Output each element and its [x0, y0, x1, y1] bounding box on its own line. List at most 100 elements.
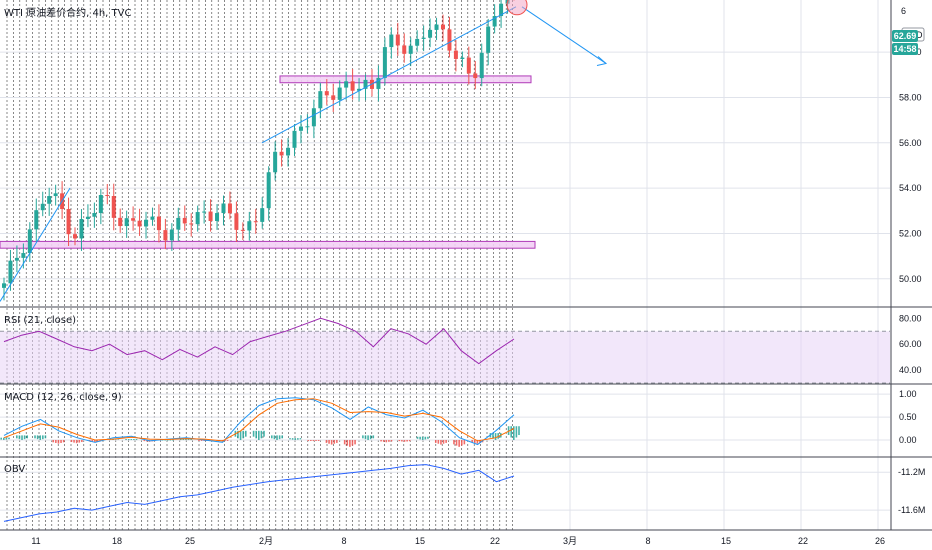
candle-body	[395, 34, 400, 46]
macd-histogram-bar	[39, 435, 42, 440]
macd-histogram-bar	[507, 426, 510, 436]
projection-arrow[interactable]	[521, 6, 607, 64]
candle-body	[73, 234, 78, 239]
macd-histogram-bar	[190, 439, 192, 441]
candle-body	[79, 218, 84, 239]
candle-body	[27, 229, 32, 254]
rising-trendline-lower[interactable]	[0, 187, 71, 302]
macd-histogram-bar	[515, 426, 518, 438]
rsi-pane[interactable]	[0, 317, 890, 384]
macd-tick-label: 0.50	[899, 412, 917, 422]
resistance-zone[interactable]	[279, 75, 532, 84]
macd-histogram-bar	[16, 435, 18, 439]
support-zone[interactable]	[0, 240, 536, 249]
macd-histogram-bar	[494, 433, 497, 440]
macd-histogram-bar	[349, 439, 351, 447]
macd-histogram-bar	[380, 439, 382, 442]
macd-histogram-bar	[21, 435, 23, 440]
macd-histogram-bar	[164, 439, 166, 441]
top-highlight-circle[interactable]	[506, 0, 528, 16]
macd-histogram-bar	[62, 439, 65, 443]
price-pane[interactable]	[0, 0, 890, 302]
candle-body	[428, 29, 433, 38]
macd-histogram-bar	[434, 439, 437, 443]
countdown-tag: 14:58	[892, 43, 918, 55]
macd-histogram-bar	[291, 438, 294, 440]
macd-histogram-bar	[333, 439, 336, 444]
candle-body	[402, 45, 407, 54]
time-tick-label: 18	[112, 536, 122, 546]
macd-title[interactable]: MACD (12, 26, close, 9)	[4, 392, 122, 403]
macd-histogram-bar	[75, 439, 78, 444]
macd-histogram-bar	[242, 430, 244, 439]
macd-histogram-bar	[362, 435, 364, 439]
candle-body	[40, 203, 45, 211]
candle-body	[195, 212, 200, 225]
obv-pane[interactable]	[3, 464, 515, 522]
macd-histogram-bar	[453, 439, 455, 445]
macd-histogram-bar	[336, 439, 338, 443]
macd-line	[3, 397, 515, 446]
macd-histogram-bar	[42, 435, 44, 440]
candle-body	[189, 223, 194, 225]
macd-histogram-bar	[252, 430, 255, 437]
macd-histogram-bar	[36, 435, 39, 440]
candle-body	[453, 50, 458, 59]
rsi-title[interactable]: RSI (21, close)	[4, 315, 76, 326]
rsi-tick-label: 40.00	[899, 365, 922, 375]
candle-body	[169, 229, 174, 241]
macd-histogram-bar	[127, 439, 130, 441]
candle-body	[34, 210, 39, 230]
macd-histogram-bar	[200, 439, 203, 441]
macd-histogram-bar	[237, 430, 239, 439]
macd-histogram-bar	[34, 435, 36, 439]
macd-histogram-bar	[130, 439, 133, 441]
macd-histogram-bar	[346, 439, 349, 446]
macd-histogram-bar	[185, 439, 187, 441]
candle-body	[215, 213, 220, 221]
obv-title[interactable]: OBV	[4, 464, 25, 475]
macd-histogram-bar	[463, 439, 466, 445]
time-tick-label: 22	[490, 536, 500, 546]
macd-histogram-bar	[44, 435, 47, 439]
macd-histogram-bar	[330, 439, 333, 445]
macd-histogram-bar	[419, 436, 421, 440]
macd-pane[interactable]	[0, 397, 520, 447]
candle-body	[124, 218, 129, 227]
candles	[2, 0, 515, 301]
macd-histogram-bar	[458, 439, 460, 447]
candle-body	[318, 91, 323, 109]
candle-body	[266, 172, 271, 209]
candle-body	[208, 211, 213, 221]
macd-histogram-bar	[317, 439, 320, 441]
candle-body	[227, 203, 232, 214]
macd-histogram-bar	[406, 439, 408, 442]
vertical-grid	[6, 0, 879, 530]
symbol-title[interactable]: WTI 原油差价合约, 4h, TVC	[4, 6, 131, 19]
price-tick-label: 50.00	[899, 274, 922, 284]
macd-histogram-bar	[367, 435, 369, 440]
horizontal-grid	[0, 51, 890, 511]
price-axis[interactable]: 60.0058.0056.0054.0052.0050.0080.0060.00…	[898, 47, 925, 515]
macd-histogram-bar	[455, 439, 458, 446]
candle-body	[357, 88, 362, 91]
macd-histogram-bar	[382, 439, 385, 442]
macd-histogram-bar	[166, 439, 169, 441]
macd-histogram-bar	[424, 436, 427, 440]
time-axis[interactable]: 11 18 25 2月 8 15 22 3月 8 15 22 26	[31, 536, 885, 546]
macd-histogram-bar	[26, 435, 29, 439]
candle-body	[492, 16, 497, 27]
macd-histogram-bar	[169, 439, 172, 441]
macd-histogram-bar	[135, 439, 138, 441]
macd-histogram-bar	[8, 437, 10, 440]
candle-body	[144, 219, 149, 227]
rsi-tick-label: 60.00	[899, 339, 922, 349]
candle-body	[350, 81, 355, 91]
candle-body	[111, 196, 116, 218]
candle-body	[331, 95, 336, 100]
rising-trendline-upper[interactable]	[261, 6, 517, 144]
macd-histogram-bar	[479, 439, 481, 443]
candle-body	[311, 108, 316, 127]
macd-histogram-bar	[60, 439, 62, 443]
